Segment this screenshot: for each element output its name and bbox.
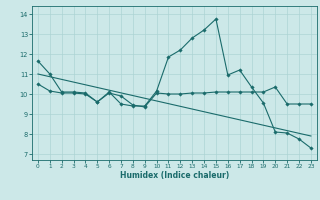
X-axis label: Humidex (Indice chaleur): Humidex (Indice chaleur) xyxy=(120,171,229,180)
